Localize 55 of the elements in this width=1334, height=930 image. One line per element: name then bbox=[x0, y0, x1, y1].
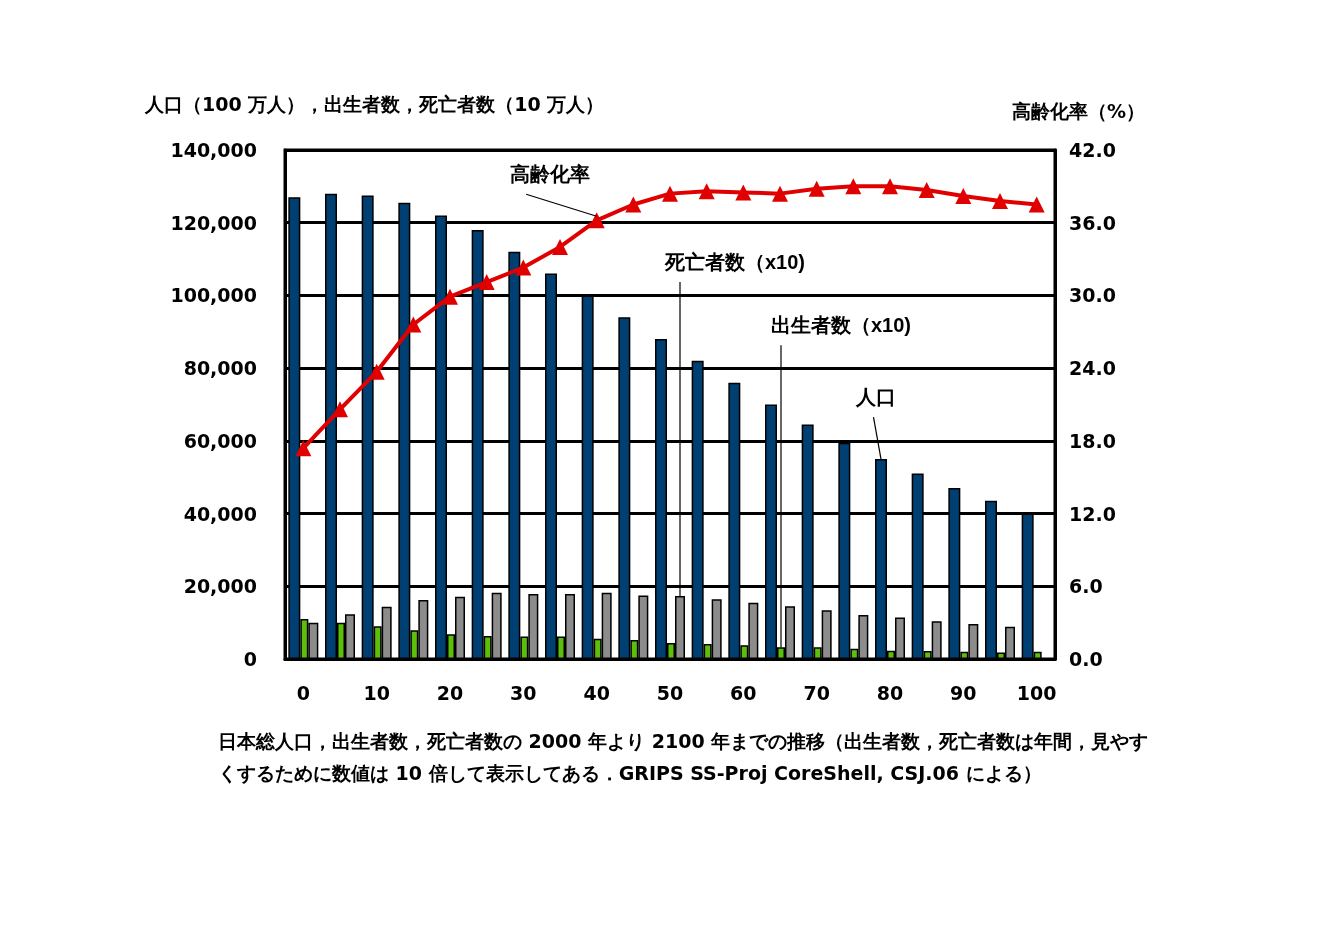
y-tick-label: 40,000 bbox=[183, 502, 257, 525]
y-tick-label: 20,000 bbox=[183, 575, 257, 598]
point bbox=[368, 363, 385, 380]
y-tick-label: 140,000 bbox=[170, 139, 257, 161]
point bbox=[845, 178, 862, 195]
point bbox=[992, 192, 1008, 209]
point bbox=[918, 181, 935, 198]
point bbox=[552, 238, 568, 255]
x-tick-label: 40 bbox=[583, 681, 610, 704]
text: 出生者数（x10) bbox=[770, 314, 912, 337]
point bbox=[588, 212, 605, 229]
y-tick-label: 120,000 bbox=[170, 211, 257, 234]
point bbox=[515, 259, 532, 276]
x-tick-label: 100 bbox=[1016, 681, 1057, 704]
y2-tick-label: 12.0 bbox=[1069, 502, 1116, 525]
x-tick-label: 10 bbox=[363, 681, 390, 704]
point bbox=[955, 188, 972, 205]
point bbox=[1028, 196, 1045, 213]
series-label: 人口 bbox=[855, 386, 896, 409]
x-tick-label: 60 bbox=[730, 681, 757, 704]
y-tick-label: 100,000 bbox=[170, 284, 257, 307]
y2-tick-label: 42.0 bbox=[1069, 139, 1116, 161]
y2-tick-label: 6.0 bbox=[1069, 575, 1103, 598]
y-tick-label: 0 bbox=[243, 648, 257, 670]
y2-axis-title: 高齢化率（%） bbox=[1011, 99, 1145, 122]
x-tick-label: 20 bbox=[436, 681, 464, 704]
point bbox=[332, 401, 348, 418]
y2-tick-label: 24.0 bbox=[1069, 357, 1116, 380]
point bbox=[735, 184, 752, 201]
x-tick-label: 30 bbox=[510, 681, 537, 704]
x-tick-label: 0 bbox=[296, 681, 310, 704]
point bbox=[295, 440, 312, 457]
y-tick-label: 60,000 bbox=[183, 429, 257, 452]
point bbox=[808, 180, 825, 197]
point bbox=[442, 288, 458, 305]
x-tick-label: 90 bbox=[950, 681, 977, 704]
point bbox=[698, 183, 715, 200]
point bbox=[662, 185, 678, 202]
y2-tick-label: 36.0 bbox=[1069, 211, 1116, 234]
point bbox=[478, 274, 495, 291]
y2-tick-label: 18.0 bbox=[1069, 429, 1116, 452]
y2-tick-label: 30.0 bbox=[1069, 284, 1116, 307]
x-tick-label: 80 bbox=[876, 681, 904, 704]
y-axis-title: 人口（100 万人），出生者数，死亡者数（10 万人） bbox=[144, 93, 605, 115]
text: 日本総人口，出生者数，死亡者数の 2000 年より 2100 年までの推移（出生者数，死亡者数は年間，見やすくするために数値は 10 倍して表示してある．GRIPS SS-Proj CoreShell, CSJ.06 による） bbox=[218, 730, 1149, 784]
x-tick-label: 50 bbox=[656, 681, 684, 704]
point bbox=[772, 185, 788, 202]
text: 死亡者数（x10) bbox=[663, 251, 806, 274]
y-tick-label: 80,000 bbox=[183, 357, 257, 380]
y2-tick-label: 0.0 bbox=[1069, 648, 1103, 670]
series-label: 高齢化率 bbox=[509, 163, 590, 186]
point bbox=[625, 196, 642, 213]
x-tick-label: 70 bbox=[803, 681, 830, 704]
point bbox=[882, 178, 898, 195]
point bbox=[405, 316, 422, 333]
